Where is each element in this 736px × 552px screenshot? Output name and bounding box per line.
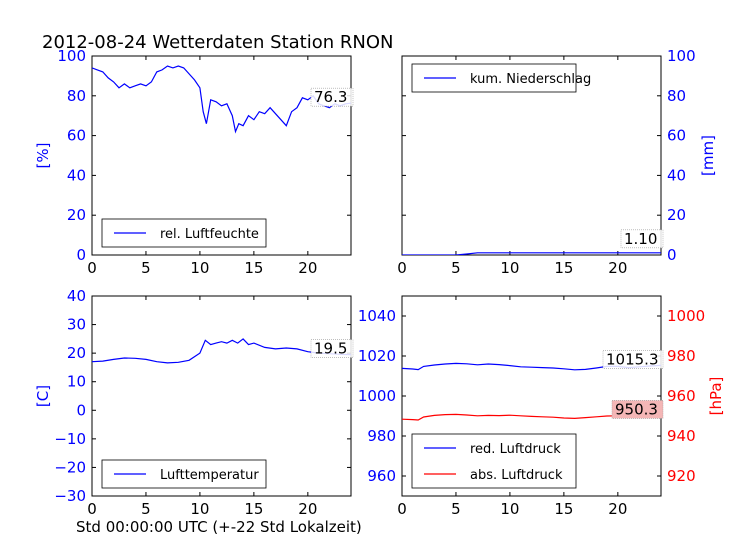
y-tick-label: 0 xyxy=(76,246,86,264)
y-tick-label: 80 xyxy=(667,87,686,105)
y-tick-label: 20 xyxy=(67,206,86,224)
legend-box xyxy=(411,433,577,489)
y-axis-label: [%] xyxy=(34,143,52,169)
x-tick-label: 15 xyxy=(244,500,263,518)
y-tick-label: 40 xyxy=(67,166,86,184)
end-value-label-box xyxy=(310,339,354,358)
y-tick-label: 30 xyxy=(67,316,86,334)
x-tick-label: 10 xyxy=(190,259,209,277)
y-tick-label: −10 xyxy=(54,430,86,448)
y-right-tick-label: 1000 xyxy=(667,307,705,325)
x-tick-label: 15 xyxy=(554,259,573,277)
y-tick-label: 980 xyxy=(367,427,396,445)
y-right-tick-label: 980 xyxy=(667,347,696,365)
end-value-label-box xyxy=(611,400,664,419)
legend-label: rel. Luftfeuchte xyxy=(160,227,259,242)
x-tick-label: 5 xyxy=(451,500,461,518)
end-value-label: 1015.3 xyxy=(606,350,659,368)
y-tick-label: 0 xyxy=(76,401,86,419)
y-tick-label: 0 xyxy=(667,246,677,264)
chart-panel-3: 0 5 10 15 20 −30 −20 −10 0 10 20 30 40 [C] 19.5 Lufttem… xyxy=(34,287,354,518)
x-tick-label: 15 xyxy=(244,259,263,277)
end-value-label-box xyxy=(310,87,354,107)
x-tick-label: 10 xyxy=(500,259,519,277)
plot-frame xyxy=(91,295,352,497)
y-tick-label: 960 xyxy=(367,467,396,485)
x-tick-label: 10 xyxy=(500,500,519,518)
y-tick-label: 100 xyxy=(57,47,86,65)
x-tick-label: 20 xyxy=(608,500,627,518)
y-tick-label: 60 xyxy=(667,127,686,145)
y-tick-label: 20 xyxy=(667,206,686,224)
x-tick-label: 0 xyxy=(87,500,97,518)
x-tick-label: 5 xyxy=(141,500,151,518)
x-tick-label: 15 xyxy=(554,500,573,518)
legend-label: Lufttemperatur xyxy=(160,468,259,483)
plot-frame xyxy=(401,55,662,256)
x-tick-label: 5 xyxy=(451,259,461,277)
y-axis-label: [C] xyxy=(34,385,52,407)
plot-frame xyxy=(91,55,352,256)
y-tick-label: 60 xyxy=(67,127,86,145)
x-tick-label: 0 xyxy=(397,500,407,518)
y-tick-label: 20 xyxy=(67,344,86,362)
end-value-label: 950.3 xyxy=(615,400,658,418)
end-value-label-box xyxy=(620,229,664,249)
series-line-1 xyxy=(92,65,351,134)
series-line-1 xyxy=(402,252,661,255)
y-axis-label: [hPa] xyxy=(707,377,725,416)
x-tick-label: 20 xyxy=(608,259,627,277)
series-line-1 xyxy=(92,338,351,364)
x-axis-label: Std 00:00:00 UTC (+-22 Std Lokalzeit) xyxy=(76,518,362,536)
chart-panel-4: 0 5 10 15 20 960 980 1000 1020 1040 920 940 960 980 10… xyxy=(358,295,725,518)
legend-label: red. Luftdruck xyxy=(470,442,561,457)
y-tick-label: 80 xyxy=(67,87,86,105)
y-tick-label: 1000 xyxy=(358,387,396,405)
figure-title: 2012-08-24 Wetterdaten Station RNON xyxy=(42,32,393,53)
x-tick-label: 20 xyxy=(298,259,317,277)
x-tick-label: 10 xyxy=(190,500,209,518)
y-right-tick-label: 920 xyxy=(667,467,696,485)
y-right-tick-label: 960 xyxy=(667,387,696,405)
end-value-label-box xyxy=(602,350,664,369)
y-axis-label: [mm] xyxy=(699,135,717,176)
end-value-label: 1.10 xyxy=(624,230,657,248)
x-tick-label: 0 xyxy=(397,259,407,277)
chart-panel-2: 0 5 10 15 20 0 20 40 60 80 100 [mm] 1.10 kum. Nieders… xyxy=(397,47,717,277)
y-tick-label: −20 xyxy=(54,458,86,476)
y-tick-label: 10 xyxy=(67,373,86,391)
y-right-tick-label: 940 xyxy=(667,427,696,445)
y-tick-label: 1020 xyxy=(358,347,396,365)
legend-label: kum. Niederschlag xyxy=(470,72,591,87)
y-tick-label: 40 xyxy=(667,166,686,184)
end-value-label: 76.3 xyxy=(314,88,347,106)
x-tick-label: 5 xyxy=(141,259,151,277)
chart-panel-1: 0 5 10 15 20 0 20 40 60 80 100 [%] 76.3 rel. Luftfeuc… xyxy=(34,47,354,277)
legend-label: abs. Luftdruck xyxy=(470,468,563,483)
y-tick-label: 40 xyxy=(67,287,86,305)
end-value-label: 19.5 xyxy=(314,340,347,358)
x-tick-label: 20 xyxy=(298,500,317,518)
y-tick-label: −30 xyxy=(54,487,86,505)
x-tick-label: 0 xyxy=(87,259,97,277)
y-tick-label: 100 xyxy=(667,47,696,65)
y-tick-label: 1040 xyxy=(358,307,396,325)
